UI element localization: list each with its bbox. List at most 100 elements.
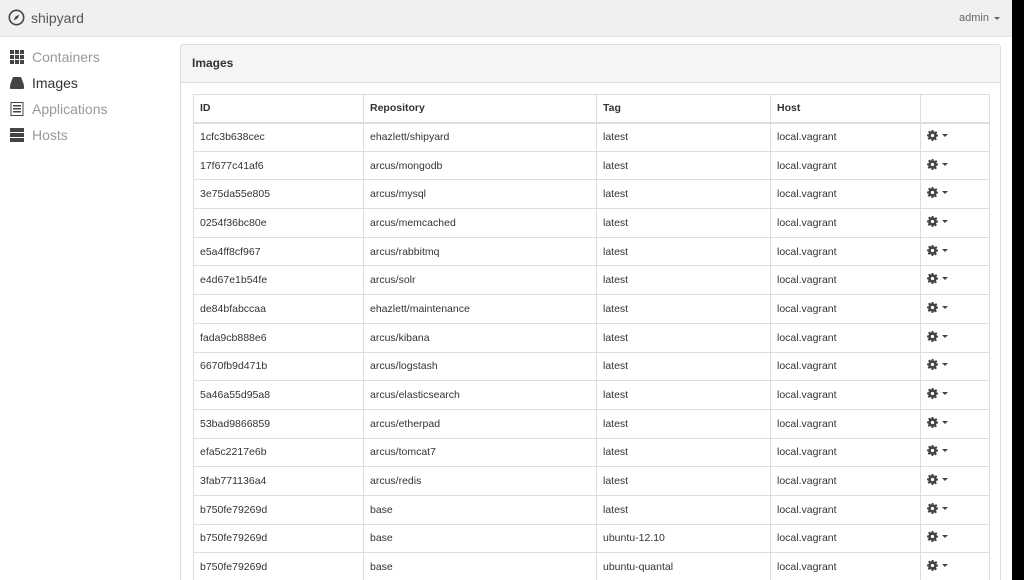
- user-menu[interactable]: admin: [959, 12, 1000, 24]
- image-repository: arcus/memcached: [363, 208, 597, 238]
- panel-title: Images: [181, 45, 1000, 83]
- gear-icon: [927, 187, 938, 199]
- caret-down-icon: [942, 248, 948, 252]
- list-alt-icon: [10, 102, 24, 116]
- user-name: admin: [959, 12, 989, 24]
- column-header: Host: [770, 94, 921, 124]
- gear-icon: [927, 474, 938, 486]
- actions-dropdown[interactable]: [927, 330, 948, 342]
- actions-dropdown[interactable]: [927, 474, 948, 486]
- image-host: local.vagrant: [770, 294, 921, 324]
- actions-dropdown[interactable]: [927, 301, 948, 313]
- navbar: shipyard admin: [0, 0, 1012, 37]
- image-host: local.vagrant: [770, 552, 921, 580]
- actions-dropdown[interactable]: [927, 244, 948, 256]
- caret-down-icon: [942, 162, 948, 166]
- table-row: b750fe79269d base latest local.vagrant: [193, 494, 990, 525]
- actions-cell: [920, 523, 990, 554]
- image-repository: arcus/logstash: [363, 351, 597, 382]
- image-tag: ubuntu-12.10: [596, 523, 771, 554]
- table-row: 3fab771136a4 arcus/redis latest local.vagra…: [193, 466, 990, 496]
- image-host: local.vagrant: [770, 494, 921, 525]
- image-host: local.vagrant: [770, 466, 921, 496]
- actions-cell: [920, 380, 990, 410]
- actions-dropdown[interactable]: [927, 273, 948, 285]
- image-host: local.vagrant: [770, 408, 921, 439]
- image-tag: latest: [596, 294, 771, 324]
- image-id: 0254f36bc80e: [193, 208, 364, 238]
- actions-dropdown[interactable]: [927, 445, 948, 457]
- image-id: 53bad9866859: [193, 408, 364, 439]
- actions-cell: [920, 294, 990, 324]
- sidebar-item-label: Images: [32, 75, 78, 91]
- image-tag: latest: [596, 380, 771, 410]
- image-repository: arcus/solr: [363, 265, 597, 296]
- sidebar-item-label: Hosts: [32, 127, 68, 143]
- image-id: efa5c2217e6b: [193, 437, 364, 468]
- actions-dropdown[interactable]: [927, 158, 948, 170]
- image-tag: latest: [596, 150, 771, 181]
- image-host: local.vagrant: [770, 150, 921, 181]
- actions-cell: [920, 122, 990, 152]
- caret-down-icon: [942, 392, 948, 396]
- caret-down-icon: [942, 305, 948, 309]
- sidebar-item-applications[interactable]: Applications: [10, 96, 170, 122]
- caret-down-icon: [942, 277, 948, 281]
- actions-cell: [920, 552, 990, 580]
- image-host: local.vagrant: [770, 437, 921, 468]
- caret-down-icon: [942, 191, 948, 195]
- image-repository: base: [363, 523, 597, 554]
- gear-icon: [927, 416, 938, 428]
- image-repository: arcus/etherpad: [363, 408, 597, 439]
- table-row: fada9cb888e6 arcus/kibana latest local.vagr…: [193, 322, 990, 353]
- image-tag: latest: [596, 466, 771, 496]
- actions-dropdown[interactable]: [927, 130, 948, 142]
- caret-down-icon: [942, 219, 948, 223]
- caret-down-icon: [942, 334, 948, 338]
- image-id: 17f677c41af6: [193, 150, 364, 181]
- actions-cell: [920, 494, 990, 525]
- actions-dropdown[interactable]: [927, 416, 948, 428]
- image-id: de84bfabccaa: [193, 294, 364, 324]
- sidebar-item-hosts[interactable]: Hosts: [10, 122, 170, 148]
- image-id: b750fe79269d: [193, 494, 364, 525]
- actions-cell: [920, 351, 990, 382]
- table-row: 0254f36bc80e arcus/memcached latest local.v…: [193, 208, 990, 238]
- actions-cell: [920, 408, 990, 439]
- image-host: local.vagrant: [770, 236, 921, 267]
- caret-down-icon: [942, 506, 948, 510]
- actions-dropdown[interactable]: [927, 502, 948, 514]
- sidebar: Containers Images Applications Hosts: [10, 44, 170, 148]
- image-repository: base: [363, 494, 597, 525]
- images-table: ID Repository Tag Host 1cfc3b638cec ehazlett…: [193, 94, 990, 580]
- compass-icon: [8, 9, 25, 26]
- gear-icon: [927, 244, 938, 256]
- sidebar-item-images[interactable]: Images: [10, 70, 170, 96]
- table-row: de84bfabccaa ehazlett/maintenance latest lo…: [193, 294, 990, 324]
- actions-dropdown[interactable]: [927, 560, 948, 572]
- image-tag: latest: [596, 408, 771, 439]
- image-repository: arcus/mongodb: [363, 150, 597, 181]
- actions-dropdown[interactable]: [927, 388, 948, 400]
- image-id: e5a4ff8cf967: [193, 236, 364, 267]
- actions-dropdown[interactable]: [927, 359, 948, 371]
- image-tag: latest: [596, 322, 771, 353]
- brand-link[interactable]: shipyard: [8, 9, 84, 26]
- actions-cell: [920, 179, 990, 210]
- caret-down-icon: [942, 564, 948, 568]
- image-tag: latest: [596, 236, 771, 267]
- hdd-icon: [10, 77, 24, 89]
- actions-dropdown[interactable]: [927, 187, 948, 199]
- caret-down-icon: [942, 134, 948, 138]
- sidebar-item-containers[interactable]: Containers: [10, 44, 170, 70]
- image-repository: base: [363, 552, 597, 580]
- gear-icon: [927, 502, 938, 514]
- column-header: [920, 94, 990, 124]
- gear-icon: [927, 445, 938, 457]
- caret-down-icon: [942, 535, 948, 539]
- actions-dropdown[interactable]: [927, 531, 948, 543]
- image-repository: arcus/tomcat7: [363, 437, 597, 468]
- actions-dropdown[interactable]: [927, 215, 948, 227]
- gear-icon: [927, 330, 938, 342]
